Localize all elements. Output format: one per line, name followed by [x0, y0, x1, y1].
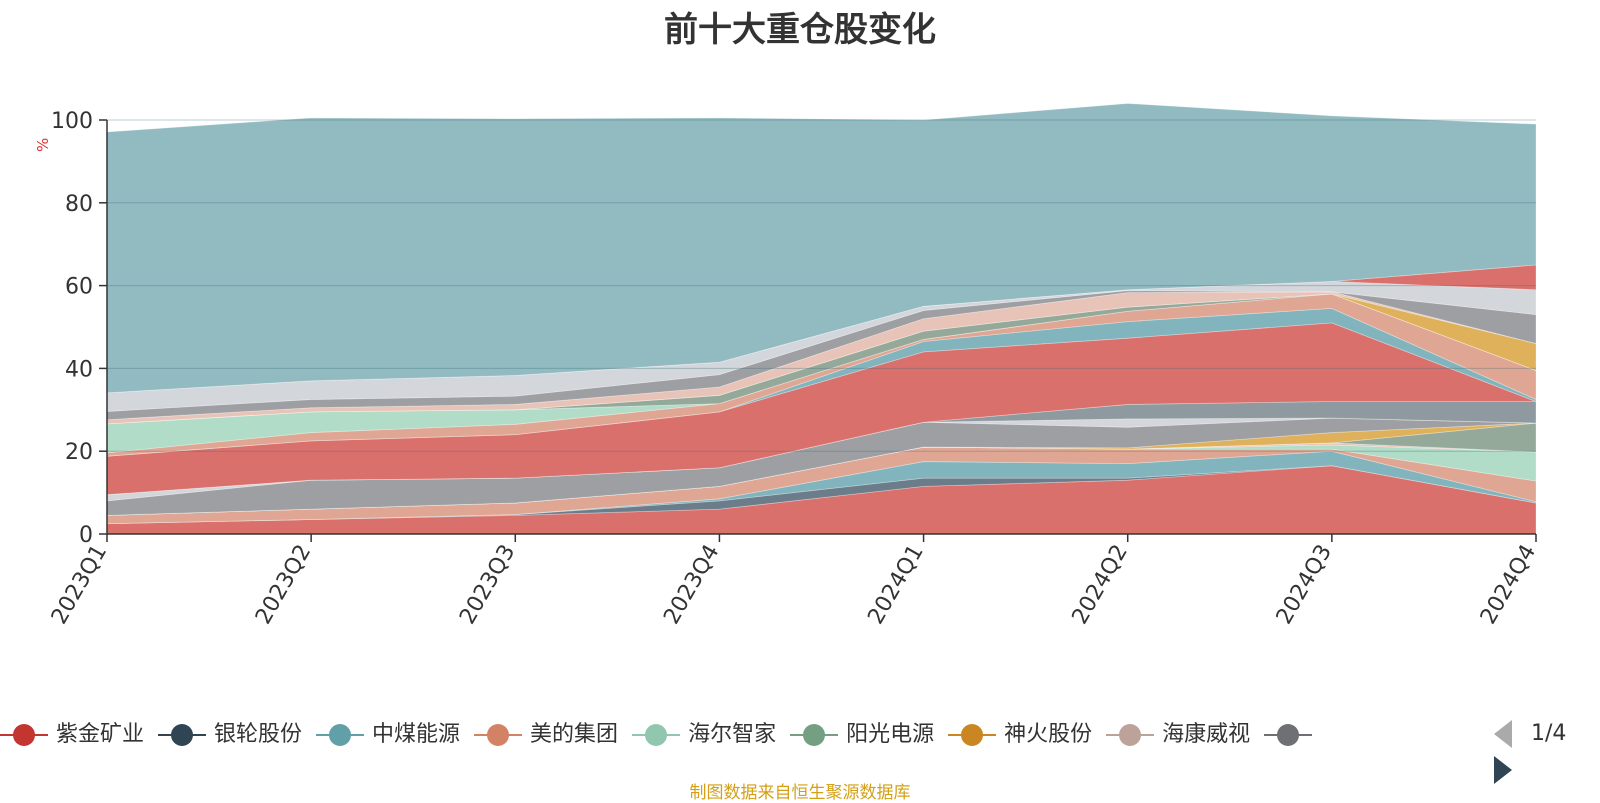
- legend-item[interactable]: 紫金矿业: [0, 716, 144, 752]
- legend-item[interactable]: 银轮股份: [158, 716, 302, 752]
- legend-marker-icon: [474, 723, 523, 746]
- x-tick-label: 2024Q4: [1476, 541, 1541, 629]
- legend-label: 银轮股份: [214, 721, 303, 747]
- legend: 紫金矿业 银轮股份 中煤能源 美的集团 海尔智家 阳光电源 神火股份 海康威视: [0, 716, 1485, 752]
- area-band-10: [106, 401, 1537, 496]
- legend-label: 中煤能源: [372, 721, 461, 747]
- grid-lines: [107, 119, 1536, 452]
- legend-label: 神火股份: [1004, 721, 1093, 747]
- x-tick-label: 2023Q4: [659, 541, 724, 629]
- data-source-note: 制图数据来自恒生聚源数据库: [689, 783, 911, 803]
- area-band-16: [106, 293, 1537, 425]
- legend-item[interactable]: 中煤能源: [316, 716, 460, 752]
- area-band-20: [106, 264, 1537, 394]
- legend-label: 紫金矿业: [56, 721, 145, 747]
- legend-label: 海康威视: [1162, 721, 1251, 747]
- legend-marker-icon: [316, 723, 365, 746]
- y-axis-unit-label: %: [34, 137, 52, 152]
- area-band-6: [106, 422, 1537, 516]
- legend-marker-icon: [1264, 723, 1313, 746]
- legend-marker-icon: [790, 723, 839, 746]
- y-tick-label: 40: [65, 357, 93, 382]
- y-tick-label: 0: [79, 523, 93, 548]
- area-band-19: [106, 281, 1537, 412]
- legend-next-page-icon[interactable]: [1494, 756, 1512, 784]
- area-band-2: [106, 450, 1537, 525]
- legend-pager: 1/4: [1494, 716, 1600, 784]
- legend-marker-icon: [632, 723, 681, 746]
- legend-label: 美的集团: [530, 721, 619, 747]
- x-tick-label: 2023Q3: [455, 541, 520, 629]
- area-band-21: [106, 103, 1537, 394]
- x-tick-label: 2024Q2: [1068, 541, 1133, 629]
- area-bands: [106, 103, 1537, 535]
- legend-item[interactable]: 海尔智家: [632, 716, 776, 752]
- chart-title: 前十大重仓股变化: [664, 10, 936, 50]
- legend-item[interactable]: 美的集团: [474, 716, 618, 752]
- legend-item[interactable]: 神火股份: [948, 716, 1092, 752]
- x-tick-label: 2024Q1: [863, 541, 928, 629]
- area-band-4: [106, 444, 1537, 516]
- legend-prev-page-icon[interactable]: [1494, 720, 1512, 748]
- legend-marker-icon: [158, 723, 207, 746]
- legend-label: 海尔智家: [688, 721, 777, 747]
- x-tick-label: 2023Q2: [251, 541, 316, 629]
- area-band-11: [106, 322, 1537, 496]
- y-tick-label: 60: [65, 275, 93, 300]
- legend-item[interactable]: [1264, 716, 1320, 752]
- legend-item[interactable]: 阳光电源: [790, 716, 934, 752]
- y-tick-label: 100: [51, 109, 93, 134]
- legend-label: 阳光电源: [846, 721, 935, 747]
- x-tick-label: 2023Q1: [47, 541, 112, 629]
- legend-marker-icon: [1106, 723, 1155, 746]
- legend-marker-icon: [948, 723, 997, 746]
- legend-item[interactable]: 海康威视: [1106, 716, 1250, 752]
- area-band-17: [106, 291, 1537, 425]
- y-tick-label: 80: [65, 192, 93, 217]
- area-band-18: [106, 290, 1537, 421]
- area-band-8: [106, 417, 1537, 516]
- area-band-13: [106, 293, 1537, 457]
- area-band-12: [106, 307, 1537, 457]
- legend-marker-icon: [0, 723, 48, 746]
- x-tick-label: 2024Q3: [1272, 541, 1337, 629]
- area-band-3: [106, 446, 1537, 525]
- y-tick-label: 20: [65, 440, 93, 465]
- legend-page-info: 1/4: [1531, 721, 1567, 746]
